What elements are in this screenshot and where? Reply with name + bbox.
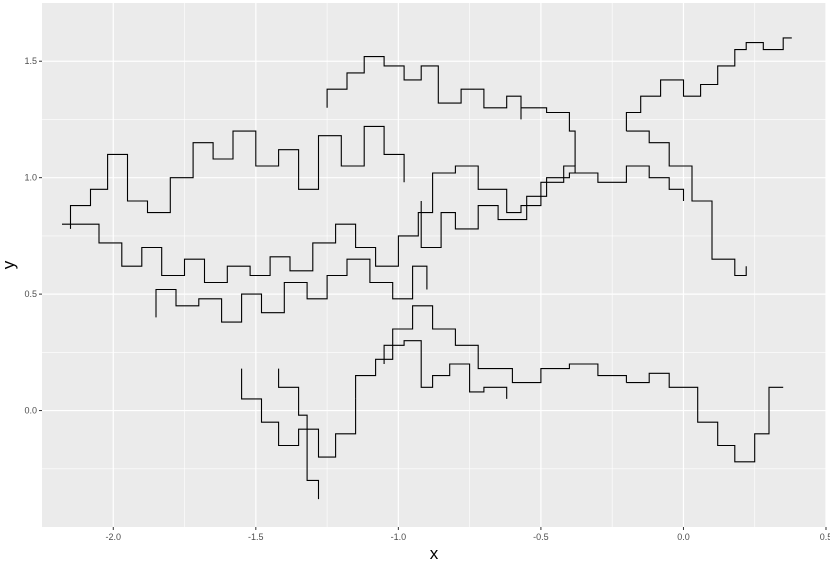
series-path-4 [326,56,522,120]
plot-panel [42,3,826,527]
x-tick-label: 0.5 [820,532,830,542]
series-path-11 [355,305,627,399]
major-gridlines [42,3,827,527]
series-path-1 [62,165,576,284]
y-axis-ticks: 0.0 0.5 1.0 1.5 [24,56,42,416]
y-tick-label: 0.0 [24,406,37,416]
series-path-8 [626,130,747,277]
series-path-7 [625,37,792,132]
x-axis-ticks: -2.0 -1.5 -1.0 -0.5 0.0 0.5 [106,527,830,542]
series-path-2 [69,125,405,229]
series-path-12 [626,372,784,463]
y-tick-label: 0.5 [24,289,37,299]
x-tick-label: -1.5 [248,532,264,542]
series-path-9 [241,368,357,458]
y-tick-label: 1.0 [24,173,37,183]
x-tick-label: -2.0 [106,532,122,542]
x-axis-title: x [430,544,439,563]
x-tick-label: -1.0 [391,532,407,542]
y-tick-label: 1.5 [24,56,37,66]
series-path-3 [155,258,428,323]
x-tick-label: -0.5 [533,532,549,542]
series-path-10 [278,368,320,500]
series-path-13 [383,340,508,399]
y-axis-title: y [0,260,18,269]
x-tick-label: 0.0 [677,532,690,542]
series-layer [62,37,792,500]
series-path-6 [420,165,685,249]
series-path-5 [521,107,576,166]
